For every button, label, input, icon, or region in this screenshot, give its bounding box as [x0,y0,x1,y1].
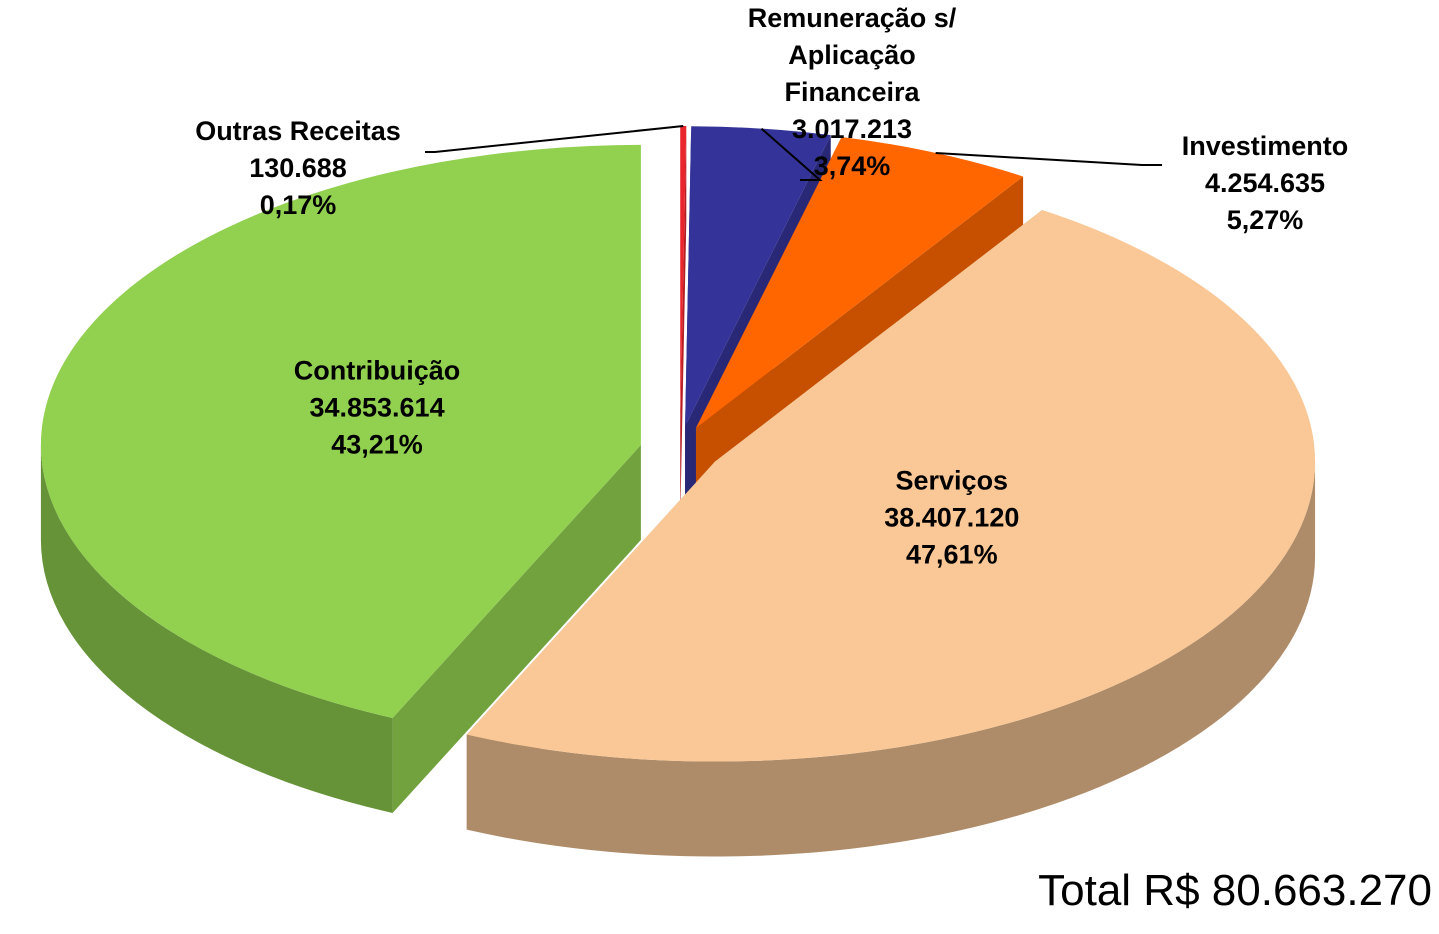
slice-side [466,461,1316,857]
category-line: Remuneração s/ [748,3,957,33]
slice [685,126,831,427]
total-label: Total R$ 80.663.270 [1038,866,1432,915]
percent-label: 47,61% [906,539,998,569]
category-label: Contribuição [294,355,461,385]
data-label: Serviços 38.407.120 47,61% [884,465,1019,569]
category-label: Investimento [1182,131,1349,161]
value-label: 38.407.120 [884,502,1019,532]
slice [466,210,1316,762]
data-label: Investimento 4.254.635 5,27% [935,131,1349,235]
category-line: Serviços [896,465,1009,495]
category-line: Outras Receitas [195,116,401,146]
category-line: Aplicação [788,40,916,70]
value-label: 3.017.213 [792,114,912,144]
value-label: 130.688 [249,153,347,183]
slice-wall [680,126,687,522]
slice-side [40,444,393,814]
category-line: Investimento [1182,131,1349,161]
percent-label: 0,17% [260,190,337,220]
leader-line [760,127,823,181]
category-line: Financeira [784,77,920,107]
leader-line [935,151,1162,166]
slice-tops [40,126,1316,762]
slice [680,126,687,427]
category-label: Serviços [896,465,1009,495]
slice [40,144,641,719]
percent-label: 5,27% [1227,205,1304,235]
category-label: Outras Receitas [195,116,401,146]
data-label: Remuneração s/Aplicação Financeira 3.017.2… [748,3,957,181]
percent-label: 3,74% [814,151,891,181]
value-label: 34.853.614 [309,392,444,422]
percent-label: 43,21% [331,429,423,459]
slice [695,136,1024,428]
data-label: Contribuição 34.853.614 43,21% [294,355,461,459]
leader-line [425,125,684,153]
category-line: Contribuição [294,355,461,385]
value-label: 4.254.635 [1205,168,1325,198]
category-label: Remuneração s/Aplicação Financeira [748,3,957,107]
data-label: Outras Receitas 130.688 0,17% [195,116,684,220]
slice-wall [392,444,641,814]
